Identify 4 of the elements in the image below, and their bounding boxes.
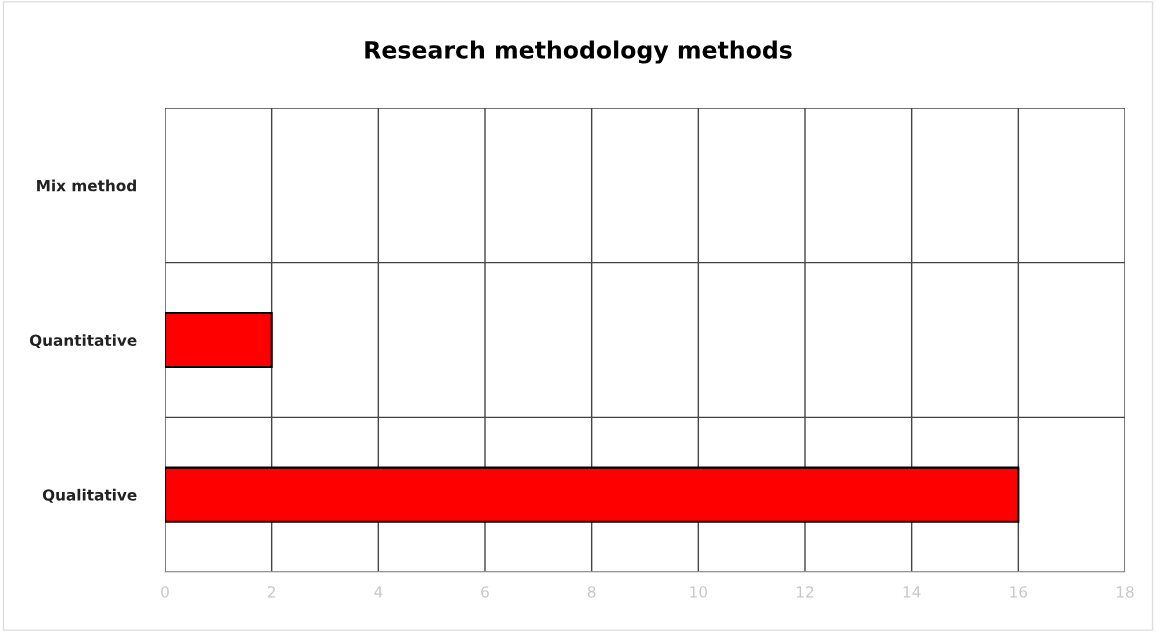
y-tick-label: Quantitative bbox=[29, 334, 137, 349]
y-tick-label: Qualitative bbox=[42, 488, 137, 503]
chart-title: Research methodology methods bbox=[365, 40, 792, 64]
y-tick-label: Mix method bbox=[37, 179, 136, 192]
